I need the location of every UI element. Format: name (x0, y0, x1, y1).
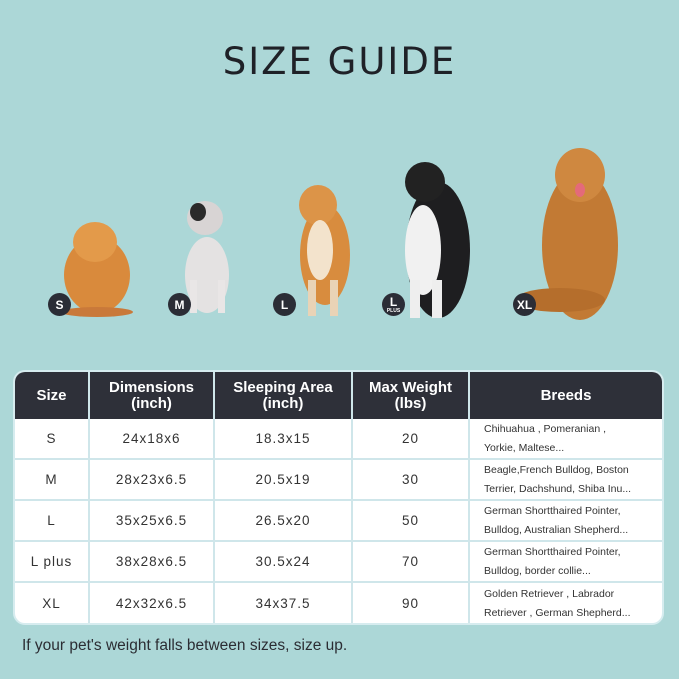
cell-max-weight: 50 (353, 501, 470, 540)
table-row: XL 42x32x6.5 34x37.5 90 Golden Retriever , L… (15, 583, 662, 623)
cell-size: L plus (15, 542, 90, 581)
table-row: M 28x23x6.5 20.5x19 30 Beagle,French Bulldog… (15, 460, 662, 501)
cell-breeds: Golden Retriever , Labrador Retriever , G… (484, 588, 631, 619)
cell-breeds: Beagle,French Bulldog, Boston Terrier, Da… (484, 464, 632, 495)
table-row: L plus 38x28x6.5 30.5x24 70 German Shortthai… (15, 542, 662, 583)
cell-breeds: German Shortthaired Pointer, Bulldog, Aus… (484, 505, 629, 536)
cell-max-weight: 20 (353, 419, 470, 458)
border-collie-image (405, 162, 470, 318)
pomeranian-image (61, 222, 133, 317)
cell-max-weight: 70 (353, 542, 470, 581)
cell-size: M (15, 460, 90, 499)
cell-max-weight: 30 (353, 460, 470, 499)
cell-sleeping-area: 30.5x24 (215, 542, 353, 581)
size-badge-xl: XL (513, 293, 536, 316)
header-breeds: Breeds (540, 386, 592, 404)
cell-size: S (15, 419, 90, 458)
cell-sleeping-area: 26.5x20 (215, 501, 353, 540)
cell-dimensions: 35x25x6.5 (90, 501, 215, 540)
table-row: S 24x18x6 18.3x15 20 Chihuahua , Pomeranian … (15, 419, 662, 460)
cell-dimensions: 38x28x6.5 (90, 542, 215, 581)
cell-size: L (15, 501, 90, 540)
cell-dimensions: 24x18x6 (90, 419, 215, 458)
size-badge-l-plus: L PLUS (382, 293, 405, 316)
size-table: Size Dimensions (inch) Sleeping Area (inch… (13, 370, 664, 625)
size-badge-l: L (273, 293, 296, 316)
page-title: SIZE GUIDE (222, 40, 457, 83)
size-badge-m: M (168, 293, 191, 316)
cell-max-weight: 90 (353, 583, 470, 623)
table-row: L 35x25x6.5 26.5x20 50 German Shortthaired P… (15, 501, 662, 542)
cell-breeds: Chihuahua , Pomeranian , Yorkie, Maltese.… (484, 423, 606, 454)
header-sleeping-area: Sleeping Area (inch) (215, 372, 353, 419)
cell-sleeping-area: 20.5x19 (215, 460, 353, 499)
golden-retriever-image (515, 148, 618, 320)
cell-dimensions: 28x23x6.5 (90, 460, 215, 499)
dogs-illustration (61, 148, 618, 320)
cell-dimensions: 42x32x6.5 (90, 583, 215, 623)
cell-sleeping-area: 18.3x15 (215, 419, 353, 458)
header-dimensions: Dimensions (inch) (90, 372, 215, 419)
header-max-weight: Max Weight (lbs) (353, 372, 470, 419)
size-badge-s: S (48, 293, 71, 316)
table-header: Size Dimensions (inch) Sleeping Area (inch… (15, 372, 662, 419)
sizing-note: If your pet's weight falls between sizes… (22, 637, 348, 654)
header-size: Size (15, 372, 90, 419)
french-bulldog-image (185, 201, 229, 313)
cell-breeds: German Shortthaired Pointer, Bulldog, bor… (484, 546, 621, 577)
cell-size: XL (15, 583, 90, 623)
cell-sleeping-area: 34x37.5 (215, 583, 353, 623)
shiba-inu-image (299, 185, 350, 316)
